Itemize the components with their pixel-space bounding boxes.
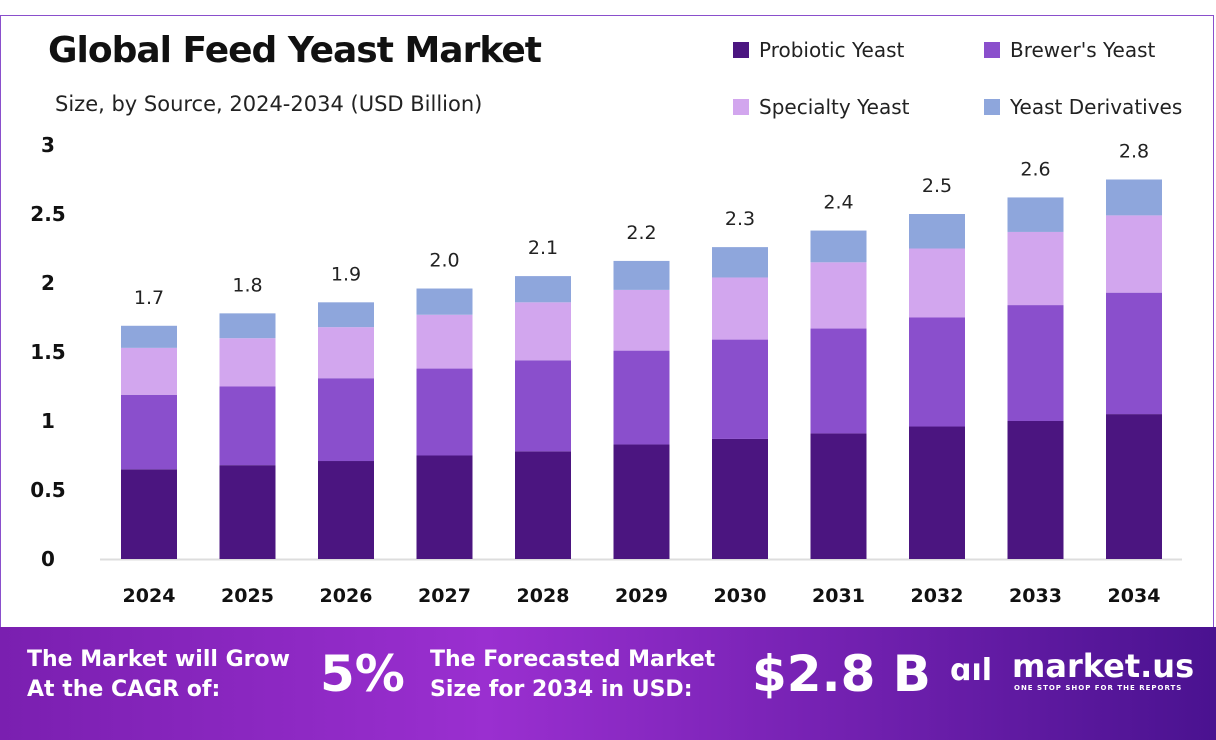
bar-segment-probiotic-yeast-2033	[1007, 421, 1064, 559]
bar-segment-yeast-derivatives-2025	[219, 313, 276, 339]
total-data-label: 2.4	[823, 192, 853, 214]
bar-segment-yeast-derivatives-2026	[318, 302, 374, 328]
bar-segment-specialty-yeast-2033	[1007, 231, 1064, 306]
total-data-label: 2.5	[922, 175, 952, 197]
legend-label: Specialty Yeast	[759, 95, 910, 119]
bar-segment-yeast-derivatives-2024	[121, 325, 177, 348]
legend-label: Probiotic Yeast	[759, 38, 905, 62]
y-tick-label: 0	[41, 547, 55, 571]
bar-segment-brewer-s-yeast-2025	[219, 386, 276, 466]
y-tick-label: 0.5	[30, 478, 65, 502]
bar-segment-yeast-derivatives-2027	[416, 288, 473, 315]
bar-segment-brewer-s-yeast-2033	[1007, 305, 1064, 421]
legend-swatch	[733, 42, 749, 58]
total-data-label: 2.2	[626, 222, 656, 244]
bar-segment-specialty-yeast-2034	[1106, 215, 1162, 293]
bar-segment-brewer-s-yeast-2027	[416, 368, 473, 456]
y-tick-label: 2.5	[30, 202, 65, 226]
bar-segment-yeast-derivatives-2033	[1007, 197, 1064, 232]
forecast-value: $2.8 B	[752, 645, 931, 703]
bar-segment-specialty-yeast-2029	[613, 289, 670, 351]
bar-segment-brewer-s-yeast-2028	[515, 360, 571, 452]
total-data-label: 1.8	[232, 274, 262, 296]
chart-title: Global Feed Yeast Market	[48, 30, 542, 71]
bar-segment-brewer-s-yeast-2032	[909, 317, 965, 427]
bar-segment-probiotic-yeast-2024	[121, 469, 177, 559]
bar-segment-probiotic-yeast-2028	[515, 451, 571, 559]
x-tick-label: 2025	[221, 585, 274, 607]
bar-segment-brewer-s-yeast-2026	[318, 378, 374, 462]
bar-segment-probiotic-yeast-2025	[219, 465, 276, 559]
x-tick-label: 2029	[615, 585, 668, 607]
y-tick-label: 1.5	[30, 340, 65, 364]
x-tick-label: 2031	[812, 585, 865, 607]
bar-segment-specialty-yeast-2031	[810, 262, 867, 329]
x-tick-label: 2034	[1108, 585, 1161, 607]
legend-swatch	[733, 99, 749, 115]
legend-swatch	[984, 99, 1000, 115]
logo-icon: ɑıl	[950, 653, 993, 688]
bar-segment-yeast-derivatives-2029	[613, 260, 670, 290]
total-data-label: 1.9	[331, 263, 361, 285]
legend-item: Probiotic Yeast	[733, 38, 904, 62]
bar-segment-probiotic-yeast-2026	[318, 461, 374, 559]
bar-segment-yeast-derivatives-2030	[712, 247, 768, 278]
bar-segment-brewer-s-yeast-2030	[712, 339, 768, 439]
legend-item: Specialty Yeast	[733, 95, 909, 119]
total-data-label: 1.7	[134, 287, 164, 309]
bar-segment-brewer-s-yeast-2029	[613, 350, 670, 445]
bar-segment-brewer-s-yeast-2031	[810, 328, 867, 434]
bar-segment-yeast-derivatives-2028	[515, 276, 571, 303]
cagr-label: The Market will Grow At the CAGR of:	[27, 647, 290, 702]
bar-segment-specialty-yeast-2028	[515, 302, 571, 361]
total-data-label: 2.3	[725, 208, 755, 230]
x-tick-label: 2033	[1009, 585, 1062, 607]
bar-segment-brewer-s-yeast-2034	[1106, 292, 1162, 415]
x-tick-label: 2024	[123, 585, 176, 607]
total-data-label: 2.1	[528, 237, 558, 259]
bar-segment-yeast-derivatives-2032	[909, 214, 965, 249]
bar-segment-specialty-yeast-2026	[318, 327, 374, 379]
x-tick-label: 2030	[714, 585, 767, 607]
chart-subtitle: Size, by Source, 2024-2034 (USD Billion)	[55, 92, 483, 116]
bar-segment-yeast-derivatives-2034	[1106, 179, 1162, 216]
x-tick-label: 2032	[911, 585, 964, 607]
logo-text: market.us	[1012, 647, 1195, 685]
forecast-label: The Forecasted Market Size for 2034 in US…	[430, 647, 716, 702]
bar-segment-specialty-yeast-2025	[219, 338, 276, 387]
y-tick-label: 2	[41, 271, 55, 295]
legend-label: Yeast Derivatives	[1010, 95, 1183, 119]
bar-segment-specialty-yeast-2024	[121, 347, 177, 395]
bar-segment-brewer-s-yeast-2024	[121, 394, 177, 470]
bar-segment-specialty-yeast-2032	[909, 248, 965, 318]
bar-segment-probiotic-yeast-2030	[712, 438, 768, 559]
legend-swatch	[984, 42, 1000, 58]
legend-item: Brewer's Yeast	[984, 38, 1155, 62]
bar-chart: 0 0.5 1 1.5 2 2.5 3 1.7 2024 1.8 2025 1.9 2026 2.0 202…	[30, 133, 1182, 607]
bar-segment-probiotic-yeast-2034	[1106, 414, 1162, 559]
total-data-label: 2.8	[1119, 141, 1149, 163]
total-data-label: 2.6	[1020, 158, 1050, 180]
cagr-value: 5%	[320, 645, 405, 703]
bar-segment-specialty-yeast-2030	[712, 277, 768, 340]
y-tick-label: 1	[41, 409, 55, 433]
x-tick-label: 2027	[418, 585, 471, 607]
bar-segment-probiotic-yeast-2031	[810, 433, 867, 559]
legend-label: Brewer's Yeast	[1010, 38, 1156, 62]
bar-segment-probiotic-yeast-2027	[416, 455, 473, 559]
footer-banner: The Market will Grow At the CAGR of: 5% T…	[0, 627, 1216, 740]
bar-segment-specialty-yeast-2027	[416, 314, 473, 369]
x-tick-label: 2028	[517, 585, 570, 607]
x-tick-label: 2026	[320, 585, 373, 607]
bar-segment-yeast-derivatives-2031	[810, 230, 867, 263]
logo-tagline: ONE STOP SHOP FOR THE REPORTS	[1014, 684, 1183, 692]
y-tick-label: 3	[41, 133, 55, 157]
bar-segment-probiotic-yeast-2032	[909, 426, 965, 559]
legend-item: Yeast Derivatives	[984, 95, 1182, 119]
bar-segment-probiotic-yeast-2029	[613, 444, 670, 559]
total-data-label: 2.0	[429, 250, 459, 272]
